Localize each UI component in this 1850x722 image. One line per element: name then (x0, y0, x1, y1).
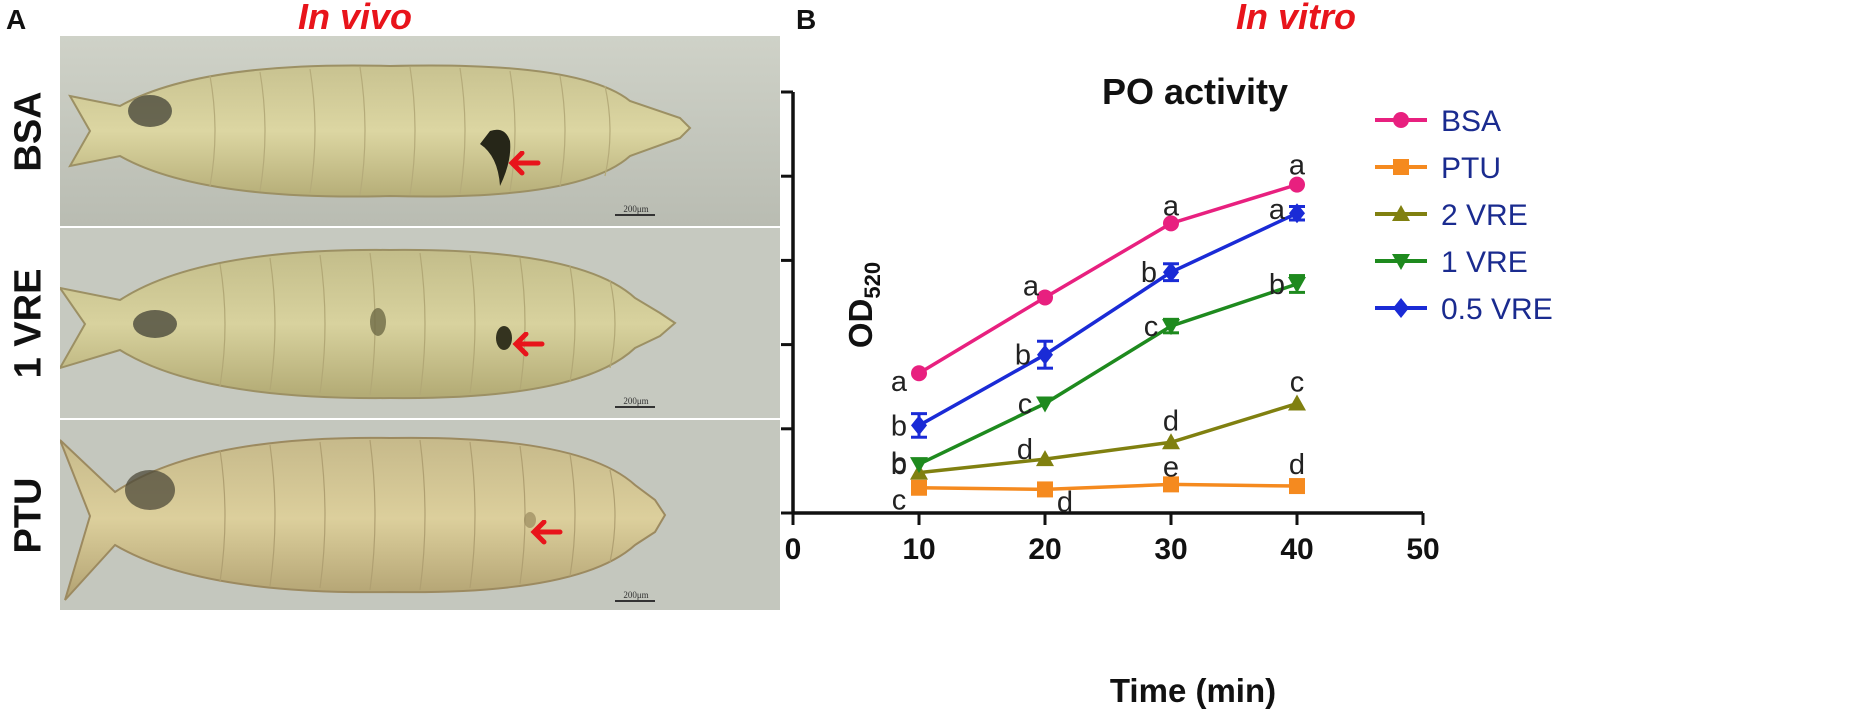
x-axis-label: Time (min) (1110, 672, 1276, 709)
x-tick-label: 20 (1028, 533, 1061, 566)
data-point (911, 415, 927, 436)
significance-letter: b (891, 448, 907, 480)
legend-label: 0.5 VRE (1441, 293, 1553, 326)
larva-photo-bsa: 200μm (60, 36, 780, 226)
data-point (1289, 478, 1305, 495)
panel-b-title: In vitro (1236, 0, 1357, 37)
legend-swatch-marker (1393, 112, 1409, 128)
panel-b-letter: B (796, 4, 817, 35)
significance-letter: c (1144, 311, 1159, 343)
significance-letter: c (892, 485, 907, 517)
significance-letter: a (1269, 194, 1286, 226)
series-line (918, 282, 1298, 466)
legend-label: PTU (1441, 152, 1501, 185)
data-point (1037, 481, 1053, 498)
chart-title: PO activity (1102, 71, 1288, 112)
data-point (1289, 176, 1305, 193)
significance-letter: a (891, 366, 908, 398)
x-tick-label: 30 (1154, 533, 1187, 566)
arrow-icon (512, 332, 545, 357)
row-label-bsa: BSA (7, 90, 50, 172)
data-point (1163, 262, 1179, 283)
series-2-vre: b ddc (891, 367, 1306, 480)
data-point (910, 457, 928, 474)
data-point (1162, 433, 1180, 450)
legend-label: 2 VRE (1441, 199, 1528, 232)
data-point (1037, 344, 1053, 365)
legend-item: PTU (1375, 152, 1501, 185)
legend-label: BSA (1441, 105, 1501, 138)
data-point (1163, 215, 1179, 232)
series-line (918, 211, 1298, 427)
series-line (918, 482, 1298, 492)
significance-letter: d (1017, 434, 1033, 466)
legend-swatch-marker (1393, 298, 1409, 318)
scale-bar-label-1vre: 200μm (623, 396, 648, 406)
series-line (918, 182, 1298, 375)
legend-item: 2 VRE (1375, 199, 1528, 232)
significance-letter: d (1163, 405, 1179, 437)
significance-letter: a (1289, 150, 1306, 182)
legend-swatch-marker (1393, 159, 1409, 175)
data-point (1289, 203, 1305, 224)
significance-letter: d (1057, 486, 1073, 518)
significance-letter: c (1018, 389, 1033, 421)
legend-item: 1 VRE (1375, 246, 1528, 279)
data-point (911, 479, 927, 496)
arrow-icon (530, 520, 563, 545)
x-tick-label: 0 (785, 533, 802, 566)
significance-letter: b (891, 449, 907, 481)
x-tick-label: 50 (1406, 533, 1439, 566)
data-point (911, 365, 927, 382)
row-label-ptu: PTU (7, 477, 50, 553)
significance-letter: b (1141, 257, 1157, 289)
scale-bar-label-ptu: 200μm (623, 590, 648, 600)
data-point (1036, 450, 1054, 467)
legend-swatch-marker (1392, 205, 1410, 221)
larva-photo-1vre: 200μm (60, 228, 780, 418)
legend-item: BSA (1375, 105, 1501, 138)
significance-letter: b (891, 410, 907, 442)
significance-letter: d (1289, 449, 1305, 481)
significance-letter: e (1163, 451, 1179, 483)
significance-letter: a (1163, 190, 1180, 222)
x-tick-label: 10 (902, 533, 935, 566)
data-point (1037, 289, 1053, 306)
significance-letter: b (1015, 340, 1031, 372)
data-point (1163, 476, 1179, 493)
panel-a-title: In vivo (298, 0, 413, 37)
legend-label: 1 VRE (1441, 246, 1528, 279)
row-label-1vre: 1 VRE (7, 268, 50, 378)
panel-a-letter: A (6, 4, 27, 35)
data-point (1162, 319, 1180, 336)
series-line (918, 401, 1298, 475)
legend: BSA PTU 2 VRE 1 VRE 0.5 VRE (1375, 105, 1553, 326)
data-point (1288, 394, 1306, 411)
arrow-icon (508, 151, 541, 176)
axes: 0.150.200.250.300.350.4001020304050 (781, 90, 1440, 566)
larva-photo-ptu: 200μm (60, 420, 780, 610)
data-point (1036, 396, 1054, 413)
scale-bar-label-bsa: 200μm (623, 204, 648, 214)
significance-letter: b (1269, 269, 1285, 301)
legend-item: 0.5 VRE (1375, 293, 1553, 326)
x-tick-label: 40 (1280, 533, 1313, 566)
y-axis-label: OD520 (842, 262, 885, 348)
data-point (1288, 276, 1306, 293)
svg-text:OD520: OD520 (842, 262, 885, 348)
legend-swatch-marker (1392, 254, 1410, 270)
series-ptu: c d e d (892, 449, 1305, 518)
significance-letter: a (1023, 270, 1040, 302)
significance-letter: c (1290, 367, 1305, 399)
po-activity-chart: PO activity Time (min) OD520 0.150.200.2… (781, 71, 1553, 709)
